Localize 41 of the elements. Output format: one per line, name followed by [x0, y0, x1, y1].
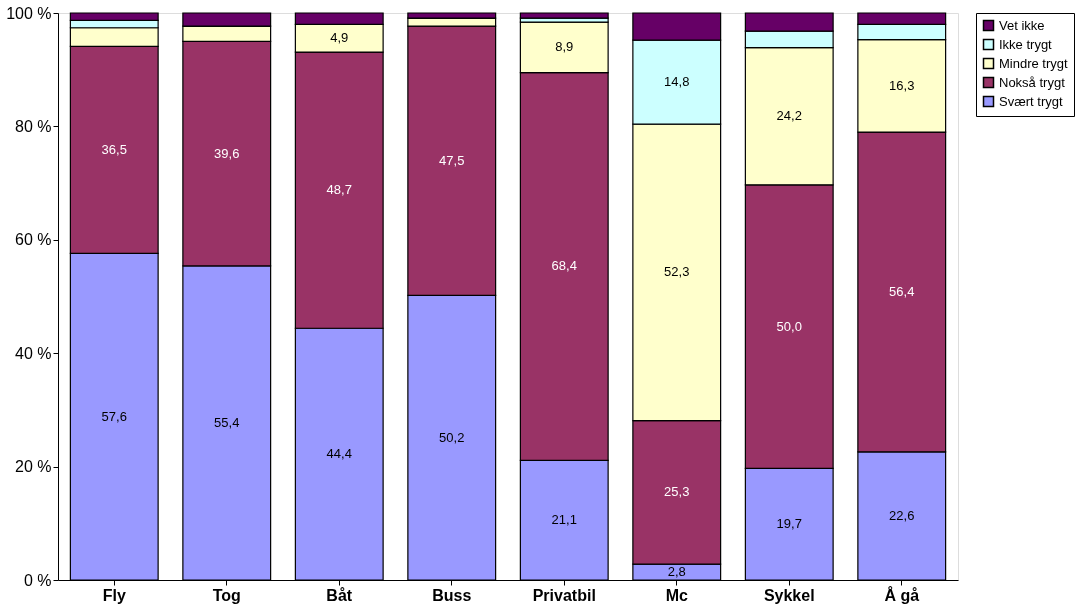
- y-tick-label: 20 %: [15, 458, 52, 476]
- x-tick-label: Privatbil: [532, 586, 596, 604]
- y-tick-label: 80 %: [15, 117, 52, 135]
- data-label: 44,4: [326, 446, 352, 462]
- data-label: 8,9: [555, 39, 574, 55]
- y-tick-label: 100 %: [6, 4, 52, 22]
- legend-label: Nokså trygt: [999, 74, 1066, 90]
- x-tick-label: Mc: [665, 586, 688, 604]
- data-label: 4,9: [330, 30, 349, 46]
- x-tick-label: Fly: [102, 586, 126, 604]
- y-tick-label: 60 %: [15, 231, 52, 249]
- legend-label: Mindre trygt: [999, 55, 1069, 71]
- data-label: 36,5: [101, 141, 127, 157]
- data-label: 39,6: [214, 145, 240, 161]
- data-label: 56,4: [889, 283, 915, 299]
- data-label: 21,1: [551, 512, 577, 528]
- x-tick-label: Sykkel: [763, 586, 815, 604]
- data-label: 14,8: [664, 74, 690, 90]
- data-label: 55,4: [214, 414, 240, 430]
- legend-label: Svært trygt: [999, 93, 1063, 109]
- legend-label: Vet ikke: [999, 17, 1045, 33]
- data-label: 24,2: [776, 108, 802, 124]
- x-tick-label: Å gå: [884, 585, 920, 604]
- data-label: 47,5: [439, 152, 465, 168]
- legend-label: Ikke trygt: [999, 36, 1053, 52]
- y-tick-label: 0 %: [23, 571, 52, 589]
- data-label: 25,3: [664, 484, 690, 500]
- y-tick-label: 40 %: [15, 344, 52, 362]
- data-label: 52,3: [664, 264, 690, 280]
- data-label: 68,4: [551, 258, 577, 274]
- data-label: 22,6: [889, 507, 915, 523]
- data-label: 50,0: [776, 318, 802, 334]
- data-label: 19,7: [776, 516, 802, 532]
- x-tick-label: Båt: [326, 586, 353, 604]
- data-label: 16,3: [889, 77, 915, 93]
- data-label: 50,2: [439, 429, 465, 445]
- data-label: 2,8: [667, 564, 686, 580]
- x-tick-label: Buss: [432, 586, 472, 604]
- data-label: 48,7: [326, 182, 352, 198]
- x-tick-label: Tog: [212, 586, 241, 604]
- data-label: 57,6: [101, 408, 127, 424]
